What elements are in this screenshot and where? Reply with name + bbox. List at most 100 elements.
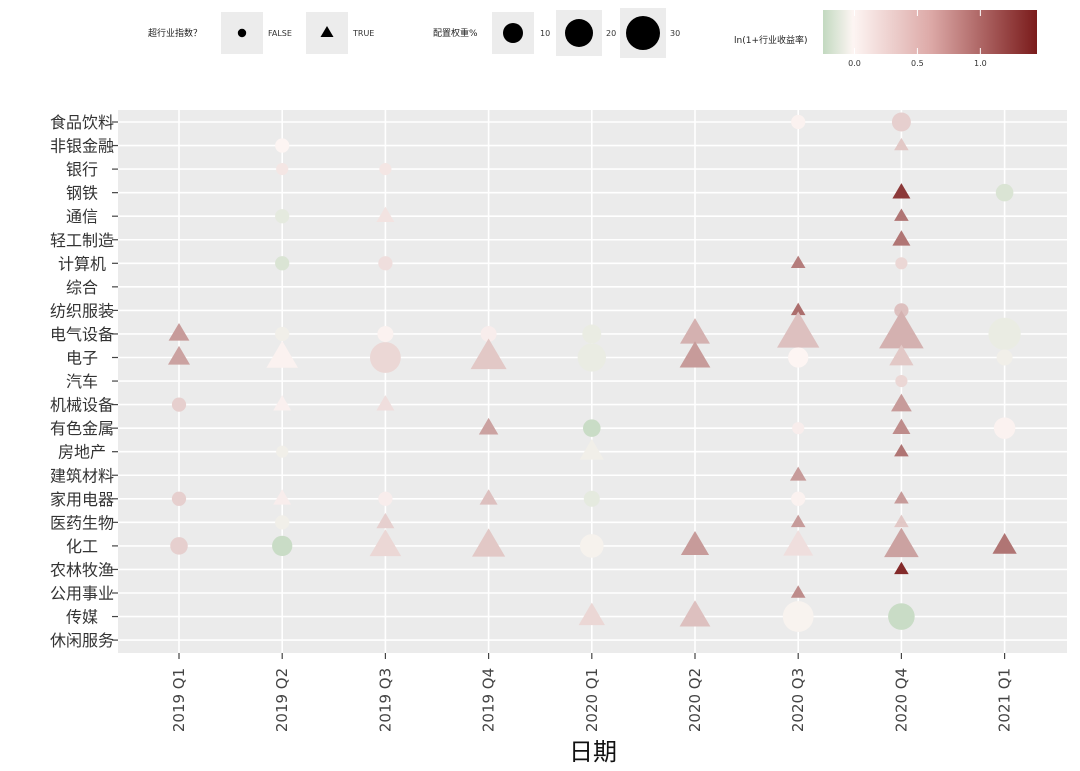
y-tick-label: 通信 bbox=[66, 207, 98, 226]
point-circle bbox=[379, 163, 392, 176]
x-tick-label: 2019 Q2 bbox=[273, 668, 291, 732]
point-circle bbox=[791, 114, 806, 130]
point-triangle bbox=[479, 489, 498, 505]
point-circle bbox=[583, 419, 601, 437]
point-triangle bbox=[273, 489, 292, 505]
point-circle bbox=[480, 325, 497, 342]
color-tick-label: 1.0 bbox=[974, 59, 987, 68]
point-triangle bbox=[891, 393, 912, 412]
point-triangle bbox=[790, 302, 806, 316]
x-tick-label: 2021 Q1 bbox=[996, 668, 1014, 732]
point-circle bbox=[895, 374, 908, 388]
point-circle bbox=[171, 397, 187, 412]
x-tick-label: 2019 Q4 bbox=[480, 668, 498, 732]
point-circle bbox=[988, 317, 1021, 351]
y-tick-label: 休闲服务 bbox=[50, 631, 114, 650]
y-tick-label: 非银金融 bbox=[50, 137, 114, 156]
point-circle bbox=[377, 325, 394, 342]
point-triangle bbox=[578, 602, 605, 626]
point-circle bbox=[888, 603, 915, 630]
x-tick-label: 2019 Q3 bbox=[376, 668, 394, 732]
point-triangle bbox=[879, 310, 924, 349]
point-circle bbox=[792, 422, 805, 435]
size-circle-10-icon bbox=[503, 23, 523, 43]
point-circle bbox=[276, 445, 289, 458]
point-triangle bbox=[478, 417, 499, 435]
point-triangle bbox=[679, 600, 711, 627]
point-circle bbox=[579, 534, 604, 558]
y-tick-label: 有色金属 bbox=[50, 419, 114, 438]
x-tick-label: 2019 Q1 bbox=[170, 668, 188, 732]
size-legend: 配置权重% 10 20 30 bbox=[433, 8, 680, 58]
point-triangle bbox=[892, 230, 911, 246]
point-circle bbox=[369, 342, 401, 373]
point-circle bbox=[995, 183, 1014, 202]
point-triangle bbox=[266, 340, 298, 368]
point-circle bbox=[378, 256, 393, 271]
x-axis: 2019 Q1 2019 Q2 2019 Q3 2019 Q4 2020 Q1 2020 … bbox=[170, 653, 1014, 732]
point-triangle bbox=[884, 527, 919, 558]
point-circle bbox=[782, 601, 814, 632]
y-tick-label: 汽车 bbox=[66, 372, 98, 391]
legend-label-false: FALSE bbox=[268, 29, 292, 38]
point-circle bbox=[276, 163, 289, 176]
size-circle-30-icon bbox=[626, 16, 660, 50]
point-circle bbox=[895, 257, 908, 270]
point-triangle bbox=[777, 311, 820, 348]
point-triangle bbox=[680, 530, 710, 556]
y-tick-label: 房地产 bbox=[58, 443, 106, 462]
point-triangle bbox=[790, 514, 806, 528]
y-tick-label: 综合 bbox=[66, 278, 98, 297]
point-triangle bbox=[273, 395, 292, 411]
point-triangle bbox=[680, 318, 710, 344]
point-circle bbox=[275, 256, 290, 271]
legend-label-true: TRUE bbox=[352, 29, 374, 38]
x-tick-label: 2020 Q1 bbox=[583, 668, 601, 732]
y-tick-label: 机械设备 bbox=[50, 396, 114, 415]
point-triangle bbox=[894, 137, 909, 151]
point-circle bbox=[275, 138, 290, 153]
size-label-30: 30 bbox=[670, 29, 680, 38]
y-tick-label: 食品饮料 bbox=[50, 113, 114, 132]
y-axis: 食品饮料非银金融银行钢铁通信轻工制造计算机综合纺织服装电气设备电子汽车机械设备有… bbox=[50, 113, 118, 650]
point-triangle bbox=[790, 585, 806, 598]
y-tick-label: 计算机 bbox=[58, 254, 106, 273]
color-ticks: 0.0 0.5 1.0 bbox=[848, 10, 987, 68]
point-triangle bbox=[894, 443, 909, 457]
y-tick-label: 银行 bbox=[66, 160, 98, 179]
y-tick-label: 轻工制造 bbox=[50, 231, 114, 250]
point-circle bbox=[996, 349, 1013, 366]
point-triangle bbox=[472, 528, 506, 557]
point-circle bbox=[275, 326, 290, 342]
point-triangle bbox=[167, 345, 191, 365]
size-label-20: 20 bbox=[606, 29, 616, 38]
y-tick-label: 农林牧渔 bbox=[50, 560, 114, 579]
point-circle bbox=[171, 491, 187, 506]
y-tick-label: 公用事业 bbox=[50, 584, 114, 603]
point-circle bbox=[275, 209, 290, 224]
y-tick-label: 化工 bbox=[66, 537, 98, 556]
point-triangle bbox=[470, 338, 507, 370]
size-label-10: 10 bbox=[540, 29, 550, 38]
point-circle bbox=[275, 515, 290, 530]
point-circle bbox=[583, 490, 600, 507]
point-triangle bbox=[889, 344, 914, 366]
point-circle bbox=[791, 491, 806, 506]
point-triangle bbox=[376, 206, 395, 223]
shape-legend: 超行业指数？ FALSE TRUE bbox=[148, 12, 374, 54]
point-circle bbox=[378, 491, 393, 506]
point-circle bbox=[891, 112, 911, 132]
point-triangle bbox=[783, 530, 814, 556]
point-triangle bbox=[790, 466, 807, 481]
y-tick-label: 钢铁 bbox=[66, 184, 98, 203]
color-bar bbox=[823, 10, 1037, 54]
y-tick-label: 电气设备 bbox=[50, 325, 114, 344]
point-circle bbox=[272, 535, 293, 557]
point-circle bbox=[582, 324, 602, 344]
y-tick-label: 家用电器 bbox=[50, 490, 114, 509]
points bbox=[167, 112, 1021, 632]
point-triangle bbox=[894, 491, 909, 504]
point-triangle bbox=[894, 208, 909, 221]
point-circle bbox=[577, 343, 606, 372]
